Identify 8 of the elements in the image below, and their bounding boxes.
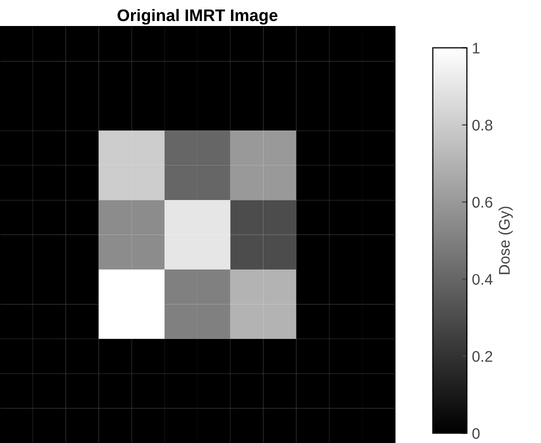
color-bar-label: 0.8 [472, 120, 492, 131]
color-bar-label: 0 [472, 428, 480, 439]
color-bar-label: 0.6 [472, 196, 492, 208]
color-bar-title: Dose (Gy) [498, 206, 513, 274]
color-bar-label: 0.2 [472, 351, 492, 362]
color-bar-label: 1 [472, 42, 480, 54]
chart-title: Original IMRT Image [118, 8, 278, 25]
color-bar-label: 0.4 [472, 274, 493, 285]
